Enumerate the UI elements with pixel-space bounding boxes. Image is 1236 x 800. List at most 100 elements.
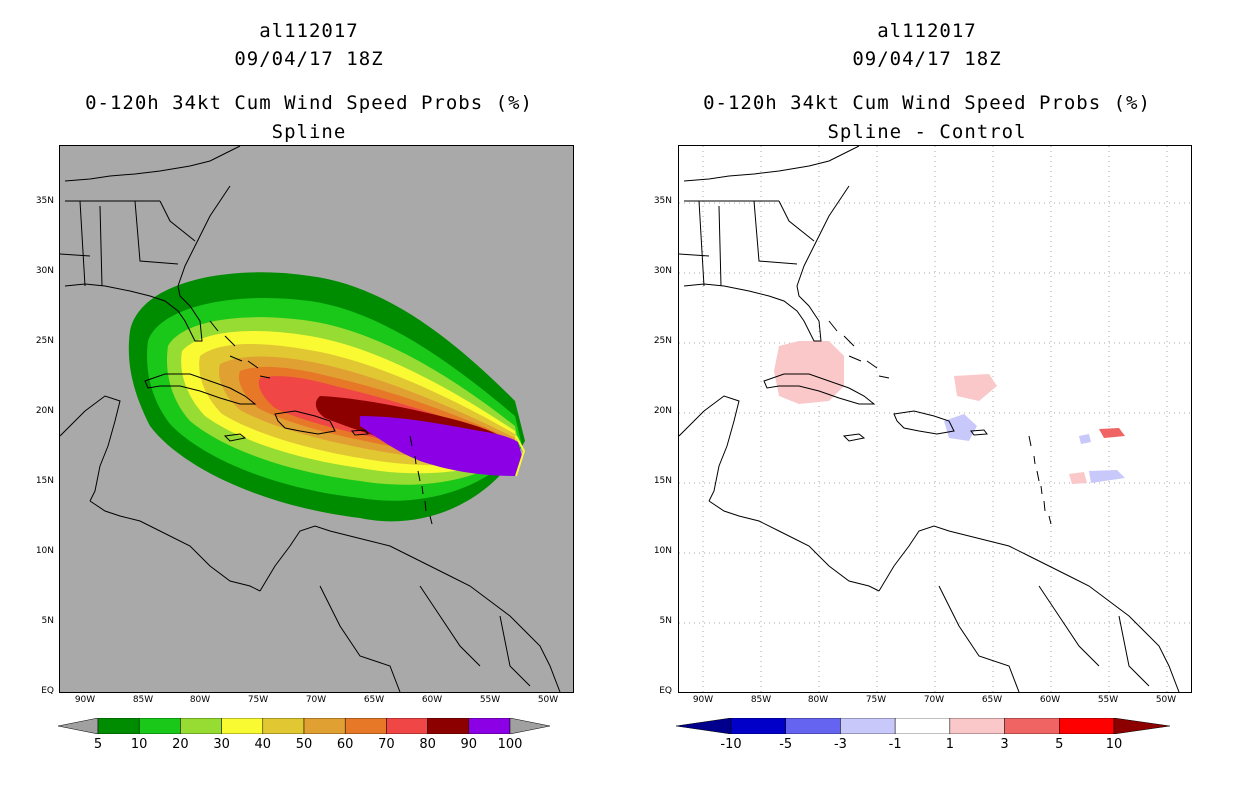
jamaica [842, 433, 866, 442]
colorbar-label: 100 [497, 737, 523, 752]
difference-patches [774, 341, 1125, 484]
patch-east-positive-2 [1069, 472, 1087, 484]
lat-label-20n: 20N [653, 406, 672, 416]
colorbar-box [303, 718, 346, 734]
date-title: 09/04/17 18Z [852, 48, 1002, 70]
lat-label-30n: 30N [653, 266, 672, 276]
colorbar-high-triangle [509, 718, 551, 734]
lat-label-15n: 15N [653, 476, 672, 486]
puerto-rico [351, 429, 369, 436]
colorbar-label: 50 [295, 737, 313, 752]
cuba [763, 373, 876, 405]
product-title: 0-120h 34kt Cum Wind Speed Probs (%) [85, 92, 533, 114]
colorbar-box [730, 718, 786, 734]
colorbar-label: -1 [888, 737, 902, 752]
colorbar-label: 80 [419, 737, 436, 752]
lat-label-10n: 10N [653, 546, 672, 556]
lat-label-5n: 5N [659, 616, 672, 626]
colorbar-label: 20 [172, 737, 189, 752]
colorbar-label: 10 [130, 737, 148, 752]
storm-id-title: al112017 [259, 20, 359, 42]
lon-label-90w: 90W [74, 695, 96, 705]
product-title: 0-120h 34kt Cum Wind Speed Probs (%) [703, 92, 1151, 114]
lon-label-60w: 60W [1039, 695, 1061, 705]
colorbar-box [180, 718, 222, 734]
lon-label-60w: 60W [421, 695, 443, 705]
lat-label-35n: 35N [653, 196, 672, 206]
colorbar-box [427, 718, 470, 734]
patch-hispaniola-negative [944, 414, 977, 441]
colorbar-box [138, 718, 181, 734]
lon-label-65w: 65W [363, 695, 385, 705]
colorbar-label: 1 [945, 737, 954, 752]
colorbar-box [1059, 718, 1115, 734]
colorbar-label: -5 [779, 737, 793, 752]
lat-label-15n: 15N [35, 476, 54, 486]
lon-label-55w: 55W [1097, 695, 1119, 705]
us-east-coast [683, 146, 860, 342]
patch-cuba-positive [774, 341, 844, 404]
colorbar-label: 3 [1000, 737, 1009, 752]
contour-100-edge [515, 435, 526, 477]
jamaica [223, 433, 247, 442]
lat-label-35n: 35N [35, 196, 54, 206]
colorbar-box [468, 718, 511, 734]
lon-label-85w: 85W [750, 695, 772, 705]
colorbar-label: -3 [833, 737, 847, 752]
lon-label-80w: 80W [189, 695, 211, 705]
cuba [144, 373, 257, 405]
patch-east-negative-1 [1079, 434, 1091, 444]
lat-label-30n: 30N [35, 266, 54, 276]
colorbar-low-triangle [676, 718, 732, 734]
left-panel: al112017 09/04/17 18Z 0-120h 34kt Cum Wi… [35, 20, 574, 752]
lon-label-55w: 55W [479, 695, 501, 705]
colorbar-box [262, 718, 305, 734]
storm-id-title: al112017 [877, 20, 977, 42]
colorbar-box [949, 718, 1005, 734]
mexico-gulf-coast [679, 395, 740, 502]
lat-label-10n: 10N [35, 546, 54, 556]
contour-90 [360, 416, 522, 476]
colorbar-box [221, 718, 264, 734]
lon-label-80w: 80W [807, 695, 829, 705]
south-america-coast [878, 525, 1180, 692]
colorbar-boxes [97, 718, 511, 734]
difference-map-svg [679, 146, 1191, 692]
patch-bahamas-positive [954, 374, 997, 401]
lon-label-50w: 50W [537, 695, 559, 705]
lon-label-65w: 65W [981, 695, 1003, 705]
colorbar-label: 5 [93, 737, 103, 752]
puerto-rico [970, 429, 988, 436]
lon-label-85w: 85W [132, 695, 154, 705]
colorbar-label: 10 [1105, 737, 1123, 752]
south-america-borders [319, 585, 531, 692]
colorbar-box [344, 718, 387, 734]
south-america-borders [938, 585, 1150, 692]
colorbar-low-triangle [58, 718, 99, 734]
colorbar-label: 90 [460, 737, 478, 752]
lon-label-75w: 75W [247, 695, 269, 705]
patch-east-negative-2 [1089, 470, 1125, 483]
colorbar-box [894, 718, 951, 734]
mexico-gulf-coast [60, 395, 121, 502]
colorbar-label: 40 [254, 737, 272, 752]
colorbar-label: 60 [336, 737, 354, 752]
colorbar-label: 70 [378, 737, 395, 752]
colorbar-box [97, 718, 140, 734]
lat-label-eq: EQ [659, 686, 672, 696]
lat-label-20n: 20N [35, 406, 54, 416]
colorbar-box [840, 718, 896, 734]
method-title: Spline [271, 121, 347, 143]
right-colorbar [676, 718, 1171, 734]
coastlines [679, 146, 1180, 692]
lon-label-50w: 50W [1155, 695, 1177, 705]
bahamas [828, 320, 890, 379]
lat-label-5n: 5N [41, 616, 54, 626]
hispaniola [274, 410, 336, 435]
us-east-coast [64, 146, 241, 342]
date-title: 09/04/17 18Z [234, 48, 384, 70]
lon-label-70w: 70W [923, 695, 945, 705]
lon-label-75w: 75W [865, 695, 887, 705]
probability-map-svg [60, 146, 561, 692]
colorbar-box [386, 718, 428, 734]
